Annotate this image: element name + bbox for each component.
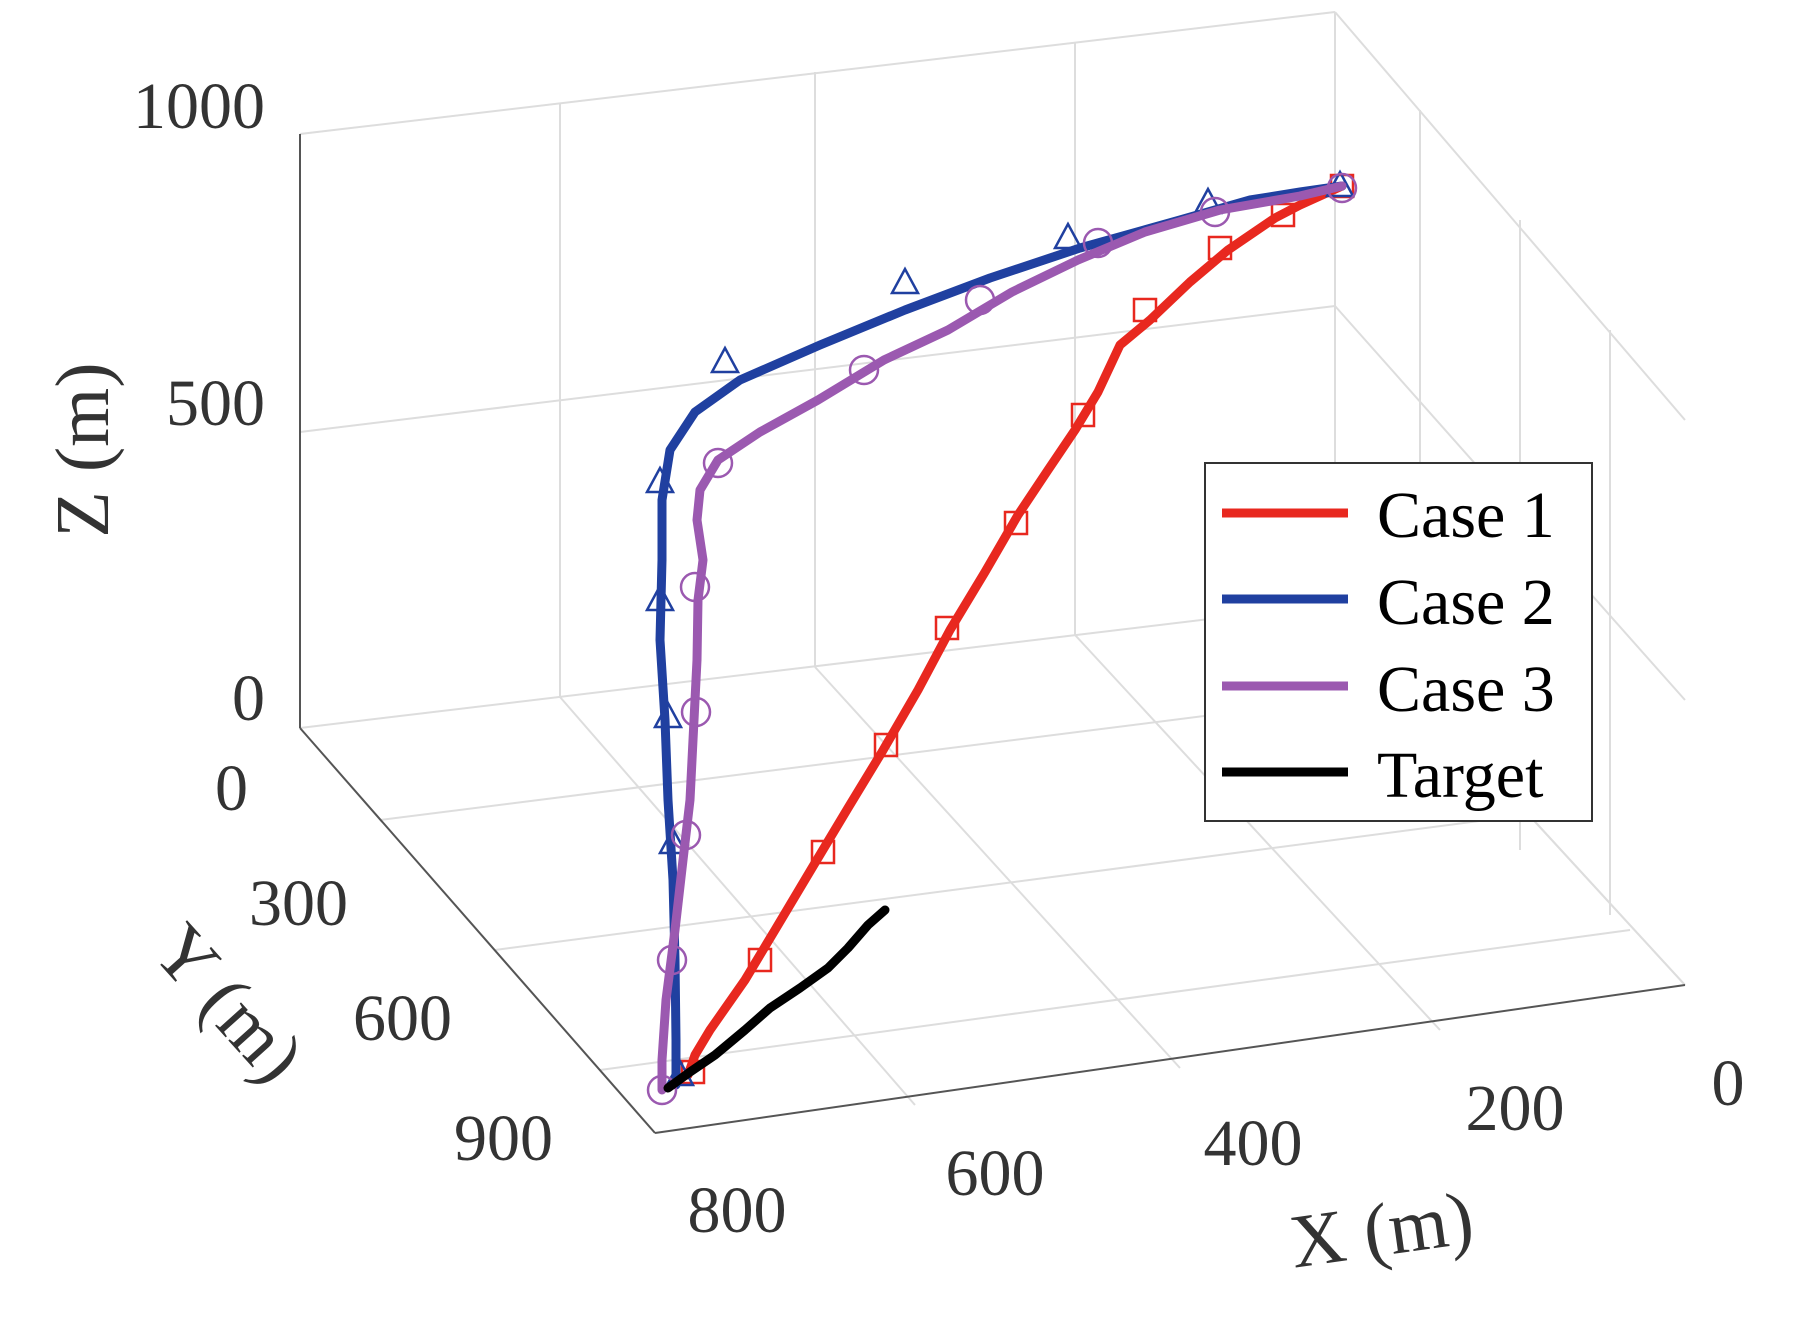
z-axis-title: Z (m) <box>41 362 125 537</box>
grid-line <box>299 603 1336 729</box>
series-line-case-3 <box>657 181 1347 1095</box>
series-case-2-marker <box>652 700 684 729</box>
grid-line <box>1074 634 1441 1031</box>
series-case-3-marker <box>848 354 880 386</box>
series-case-1-marker <box>747 947 773 973</box>
legend-label-target: Target <box>1377 739 1543 812</box>
series-case-1-marker <box>873 732 899 758</box>
grid-line <box>299 11 1336 135</box>
series-case-1-marker <box>934 615 960 641</box>
series-case-2-marker <box>1052 221 1084 250</box>
grid-line <box>559 696 916 1106</box>
legend: Case 1 Case 2 Case 3 Target <box>1204 462 1593 822</box>
z-tick-label: 500 <box>166 367 265 440</box>
x-axis-line <box>654 984 1686 1134</box>
series-line-target <box>663 905 890 1093</box>
legend-label-case-3: Case 3 <box>1377 653 1555 726</box>
series-case-1-marker <box>1270 202 1296 228</box>
series-case-3-marker <box>656 944 688 976</box>
x-tick-label: 200 <box>1466 1072 1565 1145</box>
series-case-3-marker <box>670 819 702 851</box>
grid-line <box>599 929 1631 1071</box>
series-case-1-marker <box>1132 297 1158 323</box>
legend-label-case-1: Case 1 <box>1377 479 1555 552</box>
grid-line <box>299 305 1336 433</box>
series-layer <box>644 169 1358 1106</box>
y-tick-label: 300 <box>249 867 348 940</box>
y-tick-label: 0 <box>215 752 248 825</box>
series-case-3-marker <box>680 696 712 728</box>
z-tick-label: 0 <box>232 662 265 735</box>
series-case-3-marker <box>1199 196 1231 228</box>
legend-box <box>1204 462 1593 822</box>
series-case-1-marker <box>1003 510 1029 536</box>
series-case-3-marker <box>1326 172 1358 204</box>
y-axis-line <box>299 727 656 1134</box>
x-axis-title: X (m) <box>1285 1176 1479 1285</box>
series-case-2-marker <box>644 583 676 612</box>
series-case-3-marker <box>964 284 996 316</box>
x-tick-label: 400 <box>1204 1107 1303 1180</box>
series-case-1-marker <box>810 839 836 865</box>
series-case-1-marker <box>1207 235 1233 261</box>
legend-label-case-2: Case 2 <box>1377 566 1555 639</box>
x-tick-label: 800 <box>688 1174 787 1247</box>
series-case-1-marker <box>1070 402 1096 428</box>
y-tick-label: 600 <box>353 982 452 1055</box>
series-case-2-marker <box>644 465 676 494</box>
grid-line <box>1334 11 1686 421</box>
x-tick-label: 600 <box>946 1137 1045 1210</box>
series-case-2-marker <box>889 266 921 295</box>
series-case-3-marker <box>702 447 734 479</box>
series-case-3-marker <box>1082 227 1114 259</box>
series-case-2-marker <box>709 345 741 374</box>
z-tick-label: 1000 <box>133 70 265 143</box>
series-case-2-marker <box>657 826 689 855</box>
axes-layer <box>299 134 1686 1134</box>
series-case-3-marker <box>679 571 711 603</box>
y-tick-label: 900 <box>454 1102 553 1175</box>
x-tick-label: 0 <box>1712 1047 1745 1120</box>
series-case-3-marker <box>646 1074 678 1106</box>
series-line-case-1 <box>683 181 1347 1080</box>
